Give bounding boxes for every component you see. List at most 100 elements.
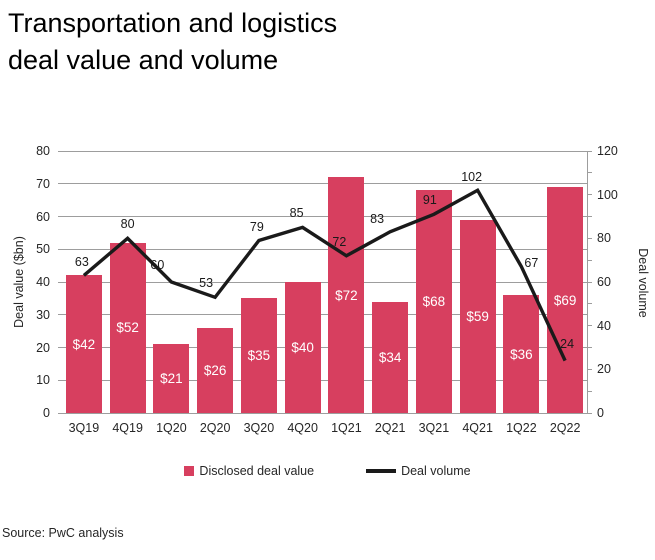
bar-value-label: $59 (466, 308, 489, 324)
right-axis-tick (587, 368, 592, 370)
bar-value-label: $26 (203, 362, 227, 378)
x-axis-tick-label: 2Q20 (199, 421, 231, 435)
x-axis-tick-label: 2Q21 (374, 421, 406, 435)
chart-title-line1: Transportation and logistics (8, 8, 338, 38)
right-axis-tick (587, 194, 592, 196)
bar-1Q21: $72 (328, 177, 365, 413)
y-axis-right-tick-label: 40 (597, 318, 611, 333)
y-axis-left-tick-label: 40 (36, 275, 50, 289)
line-point-label: 24 (560, 336, 575, 351)
right-axis-title: Deal volume (636, 248, 650, 318)
right-axis-tick (587, 150, 592, 152)
deal-volume-line (82, 188, 567, 362)
x-axis-tick-label: 3Q19 (68, 421, 100, 435)
gridline (58, 183, 587, 185)
legend: Disclosed deal value Deal volume (0, 461, 655, 481)
x-axis-tick-label: 3Q20 (243, 421, 275, 435)
y-axis-left-tick-label: 80 (36, 144, 50, 158)
x-axis-tick-label: 4Q21 (462, 421, 493, 435)
line-point-label: 91 (422, 193, 437, 208)
gridline (58, 281, 587, 283)
x-axis-tick-label: 2Q22 (549, 421, 581, 435)
gridline (58, 347, 587, 348)
line-point-label: 79 (249, 219, 264, 234)
plot-area: 0 10 20 30 40 50 60 70 80 0 20 40 60 80 100 120 $42 $52 $2… (36, 144, 618, 435)
bar-value-label: $34 (378, 349, 402, 365)
gridline (58, 314, 587, 316)
legend-bar-swatch (184, 466, 195, 476)
bar-value-label: $72 (335, 287, 358, 303)
x-axis-tick-label: 1Q21 (331, 421, 362, 435)
source-note: Source: PwC analysis (2, 526, 124, 540)
gridline (58, 248, 587, 250)
bar-1Q22: $36 (503, 295, 540, 413)
right-axis-tick (587, 172, 592, 174)
right-axis-tick (587, 390, 592, 392)
y-axis-right-tick-label: 20 (597, 362, 611, 377)
bar-value-label: $42 (72, 336, 96, 352)
bar-value-label: $52 (116, 320, 139, 336)
right-axis-tick (587, 325, 592, 327)
x-axis-tick-label: 1Q20 (156, 421, 187, 435)
right-axis-tick (587, 412, 592, 414)
y-axis-left-tick-label: 0 (43, 406, 50, 420)
bar-value-label: $68 (422, 294, 446, 310)
line-point-label: 85 (289, 206, 304, 221)
y-axis-left-tick-label: 10 (36, 373, 50, 388)
line-point-label: 67 (524, 255, 539, 270)
line-point-label: 102 (461, 170, 483, 185)
line-point-label: 53 (199, 276, 214, 291)
right-axis-tick (587, 216, 592, 217)
y-axis-right-tick-label: 0 (597, 406, 604, 420)
right-axis-tick (587, 237, 592, 239)
bar-4Q20: $40 (284, 282, 321, 413)
y-axis-left-tick-label: 20 (36, 340, 50, 355)
line-point-label: 63 (74, 255, 89, 270)
bar-value-label: $36 (510, 346, 533, 362)
bar-value-label: $35 (247, 348, 271, 364)
bar-3Q19: $42 (65, 275, 102, 413)
bar-4Q19: $52 (109, 242, 146, 413)
right-axis-tick (587, 281, 592, 283)
bar-value-label: $40 (291, 340, 314, 355)
x-axis-tick-label: 3Q21 (418, 421, 450, 435)
right-axis-tick (587, 303, 592, 305)
gridline (58, 150, 587, 152)
y-axis-left-tick-label: 50 (36, 242, 50, 257)
legend-bar-label: Disclosed deal value (199, 464, 315, 478)
bar-1Q20: $21 (153, 344, 190, 413)
chart-title: Transportation and logistics deal value … (8, 5, 337, 79)
legend-line-swatch (366, 469, 397, 473)
y-axis-left-tick-label: 60 (36, 209, 50, 224)
bar-2Q21: $34 (372, 301, 409, 413)
gridline (58, 216, 587, 217)
bar-value-label: $21 (160, 371, 183, 387)
bar-2Q20: $26 (197, 327, 234, 413)
line-point-label: 80 (120, 217, 135, 232)
line-point-label: 60 (150, 258, 165, 272)
legend-item-deal-value: Disclosed deal value (184, 464, 314, 478)
bar-value-label: $69 (553, 292, 577, 308)
x-axis-tick-label: 4Q20 (287, 421, 318, 435)
legend-line-label: Deal volume (401, 464, 471, 478)
y-axis-left-tick-label: 30 (36, 307, 50, 322)
y-axis-right-tick-label: 80 (597, 231, 611, 246)
y-axis-right-tick-label: 120 (597, 144, 618, 158)
deal-volume-polyline (82, 188, 567, 362)
line-point-label: 83 (370, 211, 385, 226)
y-axis-right-tick-label: 60 (597, 275, 611, 289)
chart-title-line2: deal value and volume (8, 45, 279, 75)
gridline (58, 412, 587, 414)
x-axis-tick-label: 1Q22 (506, 421, 537, 435)
gridline (58, 379, 587, 381)
x-axis-tick-label: 4Q19 (112, 421, 143, 435)
bar-4Q21: $59 (459, 219, 496, 413)
right-axis-tick (587, 347, 592, 348)
line-point-label: 72 (332, 234, 347, 249)
bar-2Q22: $69 (547, 187, 584, 413)
y-axis-left-tick-label: 70 (36, 176, 50, 191)
legend-item-deal-volume: Deal volume (366, 464, 471, 478)
right-axis-tick (587, 259, 592, 261)
y-axis-right-tick-label: 100 (597, 187, 618, 202)
bar-3Q21: $68 (415, 190, 452, 413)
